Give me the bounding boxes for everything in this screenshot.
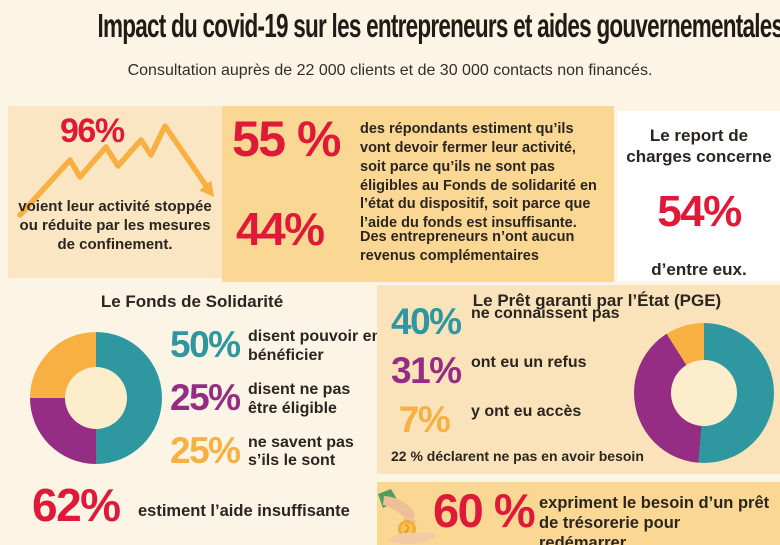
report-value: 54% — [657, 186, 742, 236]
fonds-legend: 50% disent pouvoir en bénéficier 25% dis… — [170, 326, 382, 471]
legend-item: 40% ne connaissent pas — [391, 303, 621, 340]
report-intro: Le report de charges concerne — [626, 126, 772, 167]
legend-item: 50% disent pouvoir en bénéficier — [170, 326, 382, 366]
closure-value-2: 44% — [236, 203, 325, 255]
pge-panel: Le Prêt garanti par l’État (PGE) 40% ne … — [377, 285, 780, 474]
pge-title: Le Prêt garanti par l’État (PGE) — [472, 291, 722, 310]
loan-label: expriment le besoin d’un prêt de trésore… — [539, 494, 770, 545]
legend-label: disent ne pas être éligible — [248, 380, 351, 417]
fonds-title: Le Fonds de Solidarité — [100, 292, 284, 311]
pge-note: 22 % déclarent ne pas en avoir besoin — [391, 448, 644, 464]
legend-value: 40% — [391, 301, 462, 342]
legend-item: 25% ne savent pas s’ils le sont — [170, 432, 382, 472]
activity-label: voient leur activité stoppée ou réduite … — [18, 198, 212, 253]
legend-value: 25% — [170, 429, 241, 471]
fonds-footer-label: estiment l’aide insuffisante — [138, 502, 350, 520]
closure-panel: 55 % des répondants estiment qu’ils vont… — [222, 106, 614, 282]
pge-legend: 40% ne connaissent pas 31% ont eu un ref… — [391, 303, 621, 438]
legend-item: 7% y ont eu accès — [391, 401, 621, 438]
legend-label: ne connaissent pas — [471, 305, 620, 322]
legend-item: 25% disent ne pas être éligible — [170, 379, 382, 419]
closure-text-2: Des entrepreneurs n’ont aucun revenus co… — [360, 229, 575, 264]
fonds-section: Le Fonds de Solidarité 50% disent pouvoi… — [8, 286, 381, 478]
legend-value: 31% — [391, 350, 462, 391]
page-title: Impact du covid-19 sur les entrepreneurs… — [97, 8, 780, 45]
page-subtitle: Consultation auprès de 22 000 clients et… — [127, 62, 653, 79]
legend-item: 31% ont eu un refus — [391, 352, 621, 389]
legend-value: 7% — [398, 399, 451, 440]
hand-giving-coin-icon — [378, 489, 436, 544]
fonds-donut-chart — [30, 332, 162, 464]
legend-label: y ont eu accès — [471, 403, 582, 420]
trend-zigzag-arrow-icon — [17, 123, 214, 218]
legend-label: ont eu un refus — [471, 354, 587, 371]
legend-label: ne savent pas s’ils le sont — [248, 433, 354, 470]
legend-label: disent pouvoir en bénéficier — [248, 328, 382, 364]
legend-value: 25% — [170, 376, 241, 418]
activity-panel: 96% voient leur activité stoppée ou rédu… — [8, 106, 222, 278]
loan-panel: 60 % expriment le besoin d’un prêt de tr… — [377, 482, 780, 545]
fonds-footer-value: 62% — [32, 479, 121, 531]
pge-donut-chart — [634, 323, 774, 463]
closure-value-1: 55 % — [232, 111, 341, 167]
legend-value: 50% — [170, 324, 241, 365]
activity-value: 96% — [60, 112, 125, 150]
loan-value: 60 % — [433, 484, 536, 537]
closure-text-1: des répondants estiment qu’ils vont devo… — [360, 121, 597, 232]
report-outro: d’entre eux. — [651, 259, 747, 279]
report-panel: Le report de charges concerne 54% d’entr… — [618, 111, 780, 281]
